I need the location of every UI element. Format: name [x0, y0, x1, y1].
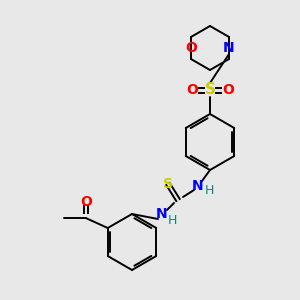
- Text: S: S: [163, 177, 173, 191]
- Text: O: O: [185, 41, 197, 55]
- Text: N: N: [156, 207, 168, 221]
- Text: O: O: [80, 195, 92, 209]
- Text: N: N: [192, 179, 204, 193]
- Text: N: N: [223, 41, 235, 55]
- Text: H: H: [167, 214, 177, 227]
- Text: O: O: [222, 83, 234, 97]
- Text: H: H: [204, 184, 214, 197]
- Text: S: S: [205, 82, 215, 98]
- Text: O: O: [186, 83, 198, 97]
